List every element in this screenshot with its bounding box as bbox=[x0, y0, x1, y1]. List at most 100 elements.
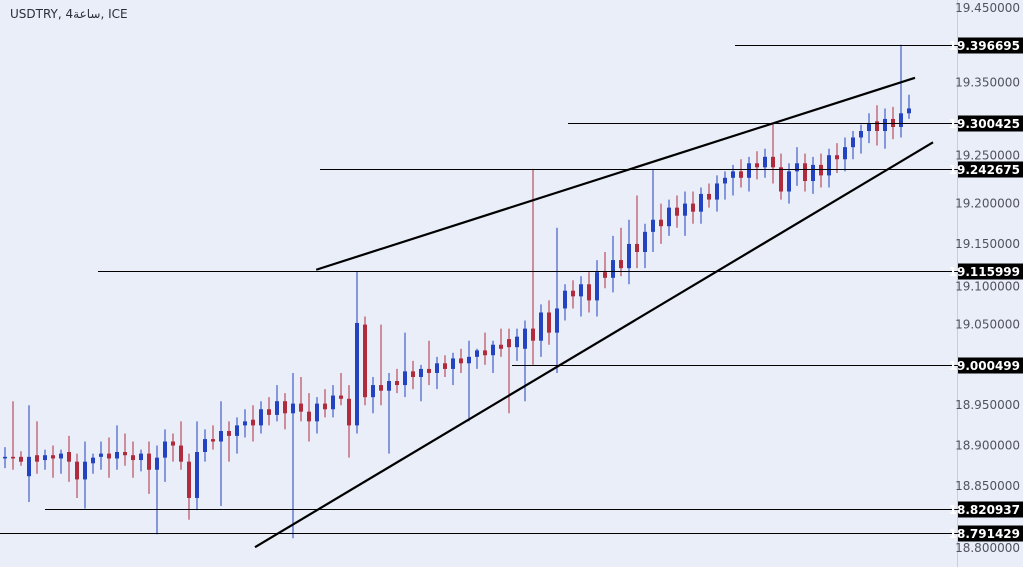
candle-body bbox=[203, 439, 207, 452]
candle-body bbox=[707, 193, 711, 200]
candle-body bbox=[155, 457, 159, 470]
candle-body bbox=[115, 452, 119, 459]
candle bbox=[299, 377, 303, 422]
candle-body bbox=[779, 167, 783, 192]
candle-body bbox=[107, 453, 111, 459]
candle-body bbox=[179, 445, 183, 462]
candle-body bbox=[867, 122, 871, 132]
candle-body bbox=[771, 156, 775, 168]
level-price-label-bg bbox=[958, 525, 1023, 542]
candle bbox=[683, 191, 687, 236]
candle-body bbox=[651, 219, 655, 232]
candle-body bbox=[147, 453, 151, 470]
candle-body bbox=[59, 453, 63, 459]
candle-body bbox=[307, 411, 311, 422]
candle bbox=[715, 175, 719, 212]
candle bbox=[27, 405, 31, 502]
candle bbox=[75, 453, 79, 498]
candle bbox=[11, 401, 15, 470]
candle-body bbox=[363, 324, 367, 398]
candle-body bbox=[547, 312, 551, 333]
candle bbox=[339, 372, 343, 406]
candle bbox=[539, 304, 543, 357]
candle-body bbox=[659, 219, 663, 227]
candle-body bbox=[811, 164, 815, 182]
candle bbox=[555, 227, 559, 373]
candle-body bbox=[531, 328, 535, 341]
level-price-label: 19.300425 bbox=[949, 117, 1020, 131]
candle bbox=[627, 219, 631, 285]
candle-body bbox=[491, 344, 495, 356]
candle-body bbox=[371, 385, 375, 398]
candle-body bbox=[635, 243, 639, 252]
candle bbox=[363, 316, 367, 406]
candle bbox=[35, 421, 39, 474]
candle-body bbox=[747, 163, 751, 178]
candle bbox=[851, 131, 855, 160]
candle bbox=[243, 409, 247, 438]
candle-body bbox=[387, 381, 391, 391]
candle bbox=[171, 433, 175, 462]
candle bbox=[899, 44, 903, 138]
candle-body bbox=[483, 350, 487, 356]
candle bbox=[755, 151, 759, 180]
candle bbox=[283, 393, 287, 430]
candle bbox=[203, 429, 207, 462]
candle bbox=[475, 348, 479, 369]
candle bbox=[115, 425, 119, 470]
candle-body bbox=[443, 363, 447, 369]
candle-body bbox=[667, 207, 671, 227]
candle bbox=[603, 252, 607, 289]
candle-body bbox=[907, 108, 911, 114]
candle bbox=[59, 449, 63, 474]
candle-body bbox=[283, 401, 287, 414]
candle bbox=[435, 356, 439, 390]
candle bbox=[499, 328, 503, 357]
candle bbox=[315, 397, 319, 434]
candle bbox=[723, 171, 727, 200]
candle-body bbox=[579, 284, 583, 297]
candle bbox=[691, 191, 695, 224]
y-tick-label: 19.150000 bbox=[955, 237, 1020, 251]
y-tick-label: 18.950000 bbox=[955, 398, 1020, 412]
candle-body bbox=[795, 163, 799, 172]
candle bbox=[99, 441, 103, 470]
candle-body bbox=[787, 171, 791, 192]
candle bbox=[323, 389, 327, 418]
candle bbox=[579, 276, 583, 317]
candle-body bbox=[355, 322, 359, 426]
candle bbox=[507, 328, 511, 414]
trendline-upper bbox=[315, 76, 916, 271]
candle bbox=[635, 195, 639, 269]
y-tick-label: 19.350000 bbox=[955, 76, 1020, 90]
candle-body bbox=[843, 147, 847, 160]
candle bbox=[467, 340, 471, 422]
candle-body bbox=[299, 403, 303, 412]
chart-title: USDTRY, 4ساعة, ICE bbox=[10, 7, 128, 21]
candle bbox=[443, 355, 447, 377]
candle-body bbox=[475, 350, 479, 357]
candle-body bbox=[883, 118, 887, 132]
candle-body bbox=[555, 308, 559, 333]
candle bbox=[707, 183, 711, 208]
candle bbox=[811, 156, 815, 194]
candle-body bbox=[627, 243, 631, 269]
candle-body bbox=[35, 455, 39, 462]
candle-body bbox=[427, 368, 431, 373]
y-tick-label: 19.450000 bbox=[955, 1, 1020, 15]
candle-body bbox=[275, 401, 279, 415]
candle bbox=[779, 153, 783, 200]
candle bbox=[411, 360, 415, 390]
candle-body bbox=[131, 455, 135, 461]
candle bbox=[523, 320, 527, 402]
candle bbox=[883, 108, 887, 149]
candle-body bbox=[571, 290, 575, 297]
candle bbox=[355, 271, 359, 434]
candle bbox=[531, 168, 535, 365]
candle-body bbox=[219, 431, 223, 442]
candle-body bbox=[859, 131, 863, 138]
candle bbox=[331, 385, 335, 418]
candle-body bbox=[323, 403, 327, 410]
level-price-label: 19.396695 bbox=[949, 39, 1020, 53]
